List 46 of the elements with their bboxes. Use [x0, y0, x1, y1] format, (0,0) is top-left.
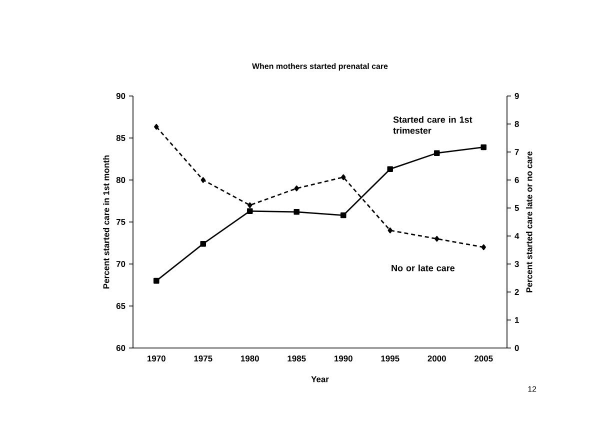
y-tick-label: 85: [116, 135, 126, 141]
point: [200, 240, 206, 247]
y-axis-title: Percent started care in 1st month: [103, 155, 110, 288]
y2-tick-label: 6: [514, 177, 519, 183]
x-tick-label: 1985: [288, 356, 306, 362]
y2-tick-label: 2: [514, 289, 519, 295]
point: [294, 186, 299, 192]
x-tick-label: 1980: [240, 356, 259, 362]
y-tick-label: 80: [116, 177, 126, 183]
point: [480, 144, 487, 150]
point: [481, 244, 486, 250]
point: [388, 228, 392, 234]
point: [154, 124, 159, 130]
y2-tick-label: 0: [514, 345, 519, 351]
x-tick-label: 1995: [381, 356, 400, 362]
point: [434, 150, 440, 156]
point: [434, 236, 440, 242]
point: [340, 212, 346, 218]
y2-tick-label: 5: [514, 205, 519, 211]
x-tick-label: 1975: [194, 356, 212, 362]
point: [246, 208, 253, 214]
y-tick-label: 90: [116, 93, 126, 99]
x-tick-label: 2000: [428, 356, 446, 362]
y-tick-label: 65: [116, 303, 126, 309]
y2-tick-label: 7: [514, 149, 519, 155]
point: [294, 209, 300, 215]
x-tick-label: 1990: [334, 356, 352, 362]
y2-tick-label: 9: [514, 93, 519, 99]
y2-tick-label: 8: [514, 121, 519, 127]
point: [387, 166, 394, 172]
x-axis-title: Year: [311, 376, 329, 382]
x-tick-label: 1970: [147, 356, 166, 362]
series-label: Started care in 1st trimester: [393, 116, 472, 134]
point: [200, 177, 206, 183]
y2-tick-label: 3: [514, 261, 519, 268]
y2-axis-title: Percent started care late or no care: [526, 151, 532, 292]
y-tick-label: 70: [116, 261, 126, 267]
point: [341, 174, 346, 180]
y-tick-label: 60: [116, 345, 126, 351]
x-tick-label: 2005: [474, 356, 493, 362]
text: No or late care: [392, 264, 455, 272]
y2-tick-label: 1: [515, 317, 519, 323]
y-tick-label: 75: [116, 219, 126, 225]
point: [248, 202, 252, 208]
point: [153, 278, 160, 284]
y2-tick-label: 4: [514, 233, 520, 239]
